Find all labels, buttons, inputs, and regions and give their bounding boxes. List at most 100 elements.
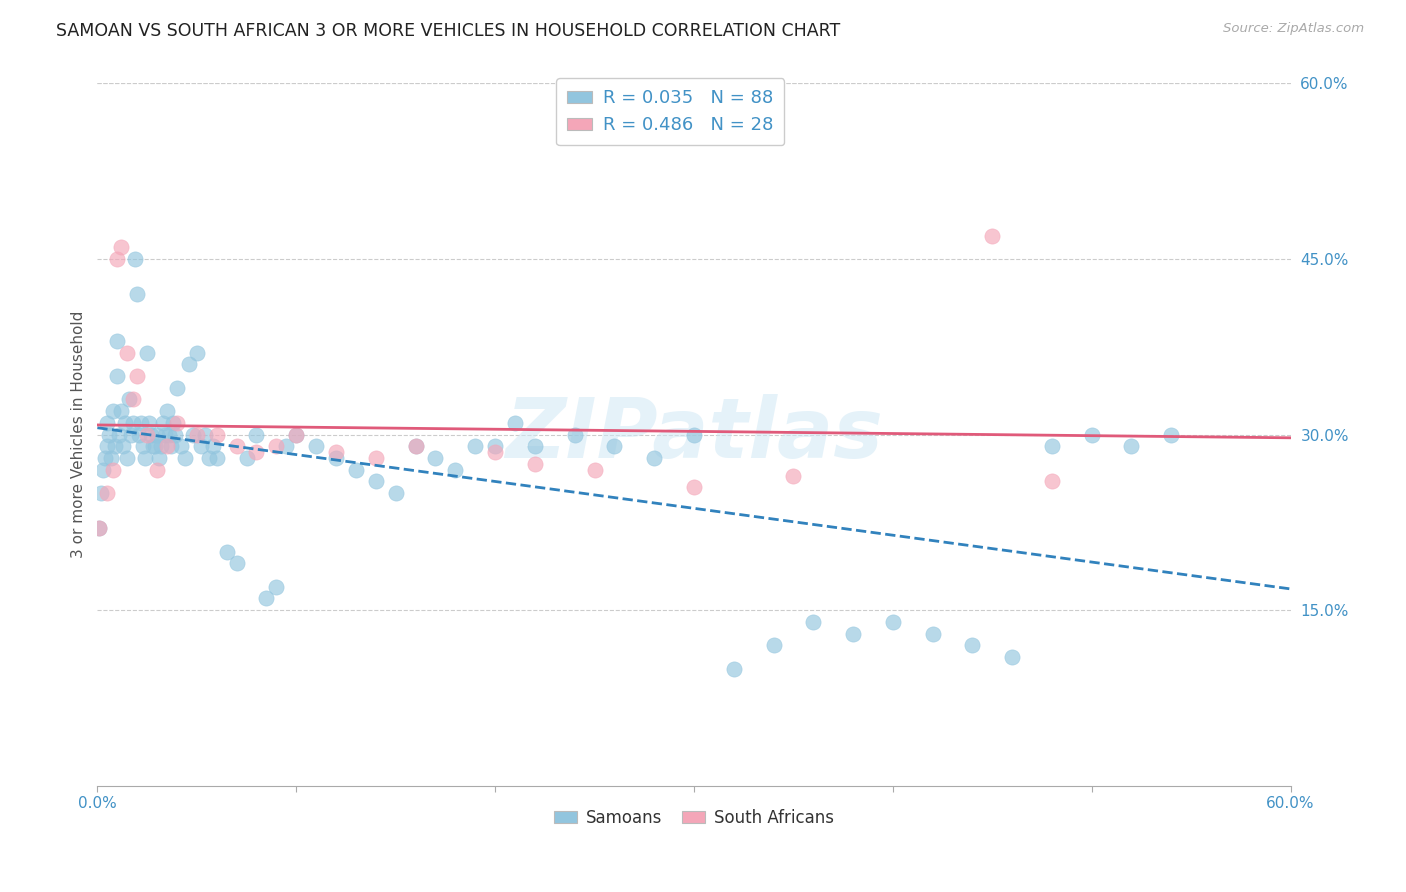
Point	[96, 416, 118, 430]
Point	[603, 439, 626, 453]
Point	[215, 544, 238, 558]
Point	[405, 439, 427, 453]
Point	[110, 240, 132, 254]
Point	[89, 521, 111, 535]
Point	[90, 486, 112, 500]
Point	[162, 416, 184, 430]
Point	[523, 457, 546, 471]
Point	[146, 427, 169, 442]
Point	[132, 439, 155, 453]
Point	[138, 416, 160, 430]
Point	[190, 439, 212, 453]
Point	[1160, 427, 1182, 442]
Point	[425, 450, 447, 465]
Point	[583, 463, 606, 477]
Point	[285, 427, 308, 442]
Point	[205, 450, 228, 465]
Point	[484, 439, 506, 453]
Point	[254, 591, 277, 606]
Point	[921, 626, 943, 640]
Point	[127, 287, 149, 301]
Point	[104, 439, 127, 453]
Point	[364, 450, 387, 465]
Point	[225, 439, 247, 453]
Point	[186, 427, 208, 442]
Legend: Samoans, South Africans: Samoans, South Africans	[547, 802, 841, 834]
Point	[156, 439, 179, 453]
Point	[1001, 650, 1024, 665]
Point	[166, 416, 188, 430]
Point	[1040, 475, 1063, 489]
Point	[139, 427, 162, 442]
Point	[882, 615, 904, 629]
Point	[384, 486, 406, 500]
Point	[128, 427, 150, 442]
Point	[1040, 439, 1063, 453]
Point	[115, 450, 138, 465]
Point	[194, 427, 217, 442]
Point	[344, 463, 367, 477]
Point	[163, 427, 186, 442]
Point	[484, 445, 506, 459]
Point	[122, 416, 145, 430]
Point	[235, 450, 257, 465]
Point	[170, 439, 193, 453]
Point	[181, 427, 204, 442]
Point	[842, 626, 865, 640]
Point	[150, 439, 173, 453]
Point	[105, 369, 128, 384]
Point	[1121, 439, 1143, 453]
Point	[136, 427, 159, 442]
Point	[142, 439, 165, 453]
Point	[444, 463, 467, 477]
Point	[266, 439, 288, 453]
Point	[173, 450, 195, 465]
Y-axis label: 3 or more Vehicles in Household: 3 or more Vehicles in Household	[72, 311, 86, 558]
Point	[683, 480, 706, 494]
Point	[201, 439, 224, 453]
Point	[197, 450, 219, 465]
Point	[122, 392, 145, 407]
Point	[146, 463, 169, 477]
Point	[285, 427, 308, 442]
Point	[89, 521, 111, 535]
Point	[177, 357, 200, 371]
Point	[124, 252, 146, 266]
Point	[157, 427, 180, 442]
Point	[276, 439, 298, 453]
Point	[245, 427, 267, 442]
Point	[136, 345, 159, 359]
Point	[115, 345, 138, 359]
Point	[523, 439, 546, 453]
Point	[100, 450, 122, 465]
Point	[91, 463, 114, 477]
Point	[266, 580, 288, 594]
Point	[225, 557, 247, 571]
Point	[464, 439, 486, 453]
Point	[564, 427, 586, 442]
Point	[129, 416, 152, 430]
Point	[127, 369, 149, 384]
Point	[96, 486, 118, 500]
Point	[782, 468, 804, 483]
Point	[103, 463, 125, 477]
Point	[114, 416, 136, 430]
Point	[801, 615, 824, 629]
Point	[205, 427, 228, 442]
Point	[118, 392, 141, 407]
Point	[153, 427, 176, 442]
Point	[152, 416, 174, 430]
Point	[160, 439, 183, 453]
Point	[148, 450, 170, 465]
Point	[643, 450, 665, 465]
Point	[134, 450, 156, 465]
Point	[143, 439, 166, 453]
Point	[166, 381, 188, 395]
Point	[981, 228, 1004, 243]
Text: Source: ZipAtlas.com: Source: ZipAtlas.com	[1223, 22, 1364, 36]
Point	[364, 475, 387, 489]
Point	[325, 445, 347, 459]
Point	[120, 427, 142, 442]
Text: SAMOAN VS SOUTH AFRICAN 3 OR MORE VEHICLES IN HOUSEHOLD CORRELATION CHART: SAMOAN VS SOUTH AFRICAN 3 OR MORE VEHICL…	[56, 22, 841, 40]
Point	[156, 404, 179, 418]
